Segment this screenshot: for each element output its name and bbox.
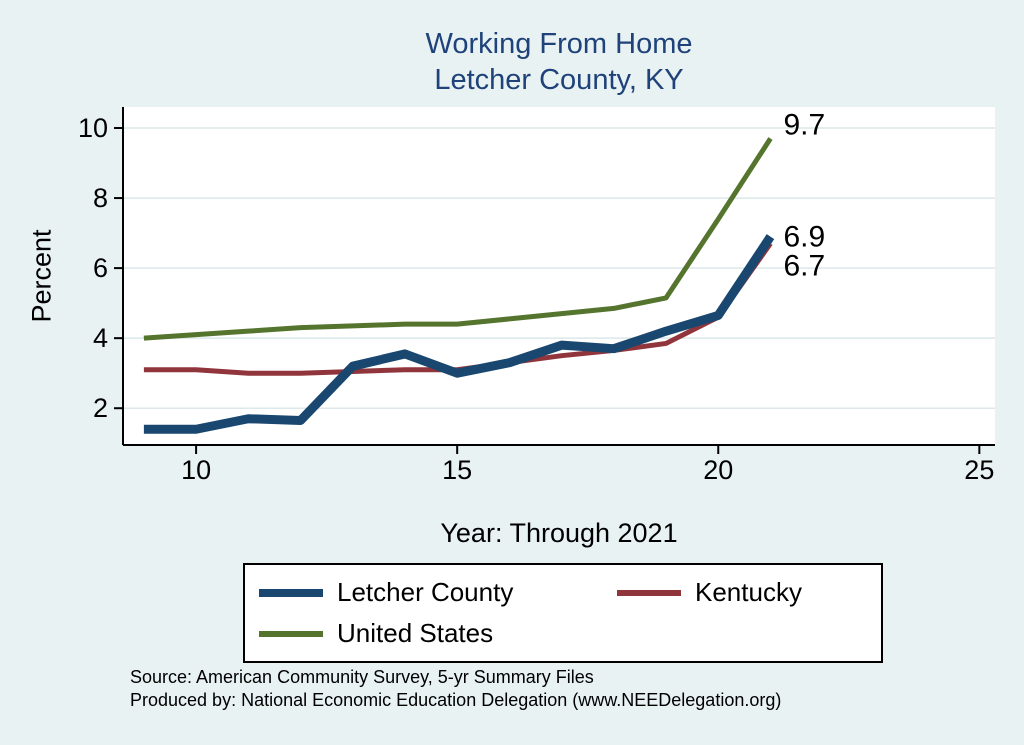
- x-tick-label: 20: [703, 455, 733, 485]
- legend-label-kentucky: Kentucky: [695, 577, 802, 607]
- legend-label-united-states: United States: [337, 618, 494, 648]
- chart-title: Working From Home Letcher County, KY: [123, 26, 995, 98]
- series-line-letcher-county: [143, 234, 775, 434]
- chart-title-line1: Working From Home: [425, 28, 693, 60]
- series-line-united-states: [143, 137, 773, 341]
- chart-title-line2: Letcher County, KY: [434, 64, 684, 96]
- gridlines: [124, 127, 995, 409]
- y-tick-label: 4: [93, 323, 108, 353]
- y-tick-label: 10: [78, 113, 108, 143]
- end-label-united-states: 9.7: [783, 109, 825, 142]
- end-label-letcher-county: 6.9: [783, 221, 825, 254]
- x-tick-label: 15: [442, 455, 472, 485]
- source-note: Source: American Community Survey, 5-yr …: [130, 666, 781, 712]
- legend-item-letcher-county: Letcher County: [259, 577, 617, 608]
- legend-swatch-letcher-county: [259, 588, 323, 597]
- y-tick-label: 2: [93, 393, 108, 423]
- x-tick-label: 25: [964, 455, 994, 485]
- legend-swatch-united-states: [259, 630, 323, 637]
- axis-ticks: 2 4 6 8 10 10 15 20 25: [78, 113, 994, 485]
- x-axis-title: Year: Through 2021: [440, 518, 678, 548]
- y-tick-label: 6: [93, 253, 108, 283]
- end-label-kentucky: 6.7: [783, 250, 825, 283]
- legend-item-united-states: United States: [259, 618, 617, 649]
- source-line1: Source: American Community Survey, 5-yr …: [130, 667, 594, 687]
- legend-label-letcher-county: Letcher County: [337, 577, 514, 607]
- legend-swatch-kentucky: [617, 589, 681, 596]
- source-line2: Produced by: National Economic Education…: [130, 690, 782, 710]
- plot-background: [123, 107, 995, 445]
- y-tick-label: 8: [93, 183, 108, 213]
- legend-item-kentucky: Kentucky: [617, 577, 881, 608]
- x-tick-label: 10: [181, 455, 211, 485]
- legend: Letcher County Kentucky United States: [243, 563, 883, 663]
- y-axis-title: Percent: [26, 229, 57, 323]
